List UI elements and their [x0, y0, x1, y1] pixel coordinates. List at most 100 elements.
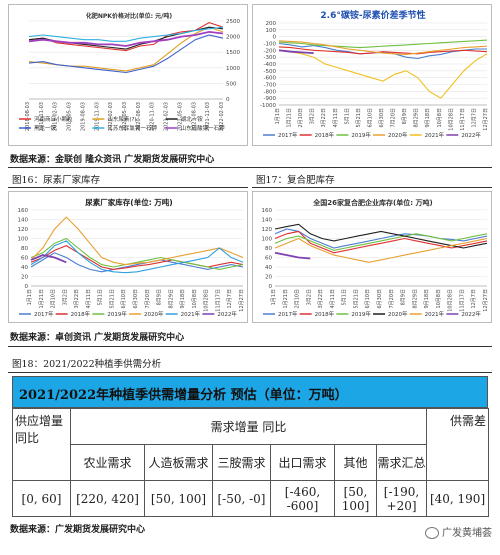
gap-header: 供需差 [426, 408, 490, 481]
legend-label: 2021年 [425, 131, 445, 139]
supply-value: [0, 60] [12, 480, 71, 517]
legend-label: 2020年 [388, 131, 408, 139]
x-tick-label: 12月7日 [471, 108, 477, 128]
x-tick-label: 8月9日 [157, 289, 163, 305]
chart-title: 化肥NPK价格对比(单位: 元/吨) [86, 12, 172, 20]
x-tick-label: 2021-08-03 [191, 102, 197, 131]
y-tick-label: 140 [18, 218, 29, 224]
series-line [278, 40, 488, 55]
x-tick-label: 2020-05-03 [122, 102, 128, 131]
y-tick-label: 2000 [226, 35, 240, 41]
demand-value-total: [-190, +20] [375, 480, 428, 517]
legend-label: 2022年 [461, 131, 481, 139]
legend-label: 2022年 [217, 310, 237, 318]
x-tick-label: 10月28日 [204, 289, 210, 312]
x-tick-label: 6月30日 [377, 289, 383, 309]
y-tick-label: -1000 [260, 103, 276, 109]
legend-label: 2019年 [351, 131, 371, 139]
x-tick-label: 9月18日 [180, 289, 186, 309]
series-line [28, 30, 224, 47]
x-tick-label: 8月29日 [412, 289, 418, 309]
x-tick-label: 2019-11-03 [94, 102, 100, 131]
y-tick-label: 60 [21, 256, 28, 262]
x-tick-label: 5月21日 [109, 289, 115, 309]
chart-title: 2.6°碳铵-尿素价差季节性 [320, 9, 425, 21]
y-tick-label: -400 [264, 62, 277, 68]
x-tick-label: 3月22日 [318, 289, 324, 309]
y-tick-label: 140 [262, 218, 273, 224]
y-tick-label: 0 [273, 35, 277, 41]
y-tick-label: -800 [264, 89, 277, 95]
legend-label: 2018年 [315, 131, 335, 139]
x-tick-label: 8月29日 [414, 108, 420, 128]
series-line [278, 46, 488, 55]
x-tick-label: 5月1日 [344, 108, 350, 124]
x-tick-label: 11月17日 [215, 289, 221, 312]
x-tick-label: 4月11日 [333, 108, 339, 128]
y-tick-label: -100 [264, 42, 277, 48]
series-line [274, 233, 488, 251]
figure-18-underline [8, 372, 492, 373]
x-tick-label: 10月8日 [437, 108, 443, 128]
x-tick-label: 3月2日 [306, 289, 312, 305]
chart-urea-inventory: 尿素厂家库存(单位: 万吨) 160 140 120 100 80 60 40 20 0 1月1日 1… [8, 191, 248, 323]
demand-col-board: 人造板需求 [144, 444, 213, 481]
watermark-text: 广发黄埔荟 [442, 528, 492, 539]
series-line [30, 240, 244, 274]
separator [8, 346, 492, 347]
x-tick-label: 1月21日 [287, 108, 293, 128]
demand-value-melamine: [-50, -0] [212, 480, 271, 517]
x-tick-label: 7月20日 [145, 289, 151, 309]
x-tick-label: 1月21日 [39, 289, 45, 309]
y-tick-label: -700 [264, 83, 277, 89]
x-tick-label: 2019-08-03 [80, 102, 86, 131]
y-tick-label: 0 [25, 284, 29, 290]
y-tick-label: -200 [264, 48, 277, 54]
figure-18-title: 图18：2021/2022种植季供需分析 [12, 359, 162, 370]
demand-col-export: 出口需求 [270, 444, 335, 481]
x-tick-label: 12月27日 [483, 289, 489, 312]
series-line [30, 254, 67, 264]
series-line [28, 26, 224, 42]
x-tick-label: 5月1日 [98, 289, 104, 305]
x-tick-label: 3月2日 [62, 289, 68, 305]
y-tick-label: 100 [262, 237, 273, 243]
demand-value-other: [50, 100] [334, 480, 377, 517]
x-tick-label: 6月10日 [121, 289, 127, 309]
series-line [30, 216, 244, 266]
demand-header: 需求增量 同比 [69, 408, 428, 445]
y-tick-label: 100 [18, 237, 29, 243]
series-line [28, 34, 224, 74]
x-tick-label: 4月11日 [86, 289, 92, 309]
x-tick-label: 8月29日 [168, 289, 174, 309]
chart-title: 全国26家复合肥企业库存(单位: 万吨) [312, 198, 432, 207]
x-tick-label: 12月7日 [227, 289, 233, 309]
chart-title: 尿素厂家库存(单位: 万吨) [85, 197, 172, 207]
x-tick-label: 2020-02-03 [108, 102, 114, 131]
figure-17-underline [252, 187, 492, 188]
x-tick-label: 2019-02-03 [53, 102, 59, 131]
series-line [274, 251, 311, 260]
legend-label: 2021年 [425, 310, 445, 318]
x-tick-label: 6月10日 [367, 108, 373, 128]
y-tick-label: 0 [226, 97, 230, 103]
legend-label: 2018年 [315, 310, 335, 318]
legend-label: 2020年 [388, 310, 408, 318]
chart-compound-inventory: 全国26家复合肥企业库存(单位: 万吨) 160 140 120 100 80 60 40 20… [252, 191, 492, 323]
y-tick-label: -500 [264, 69, 277, 75]
y-tick-label: 120 [18, 227, 29, 233]
x-tick-label: 10月28日 [448, 108, 454, 131]
y-tick-label: 40 [21, 265, 28, 271]
x-tick-label: 5月21日 [356, 108, 362, 128]
x-tick-label: 1月21日 [283, 289, 289, 309]
y-tick-label: 80 [265, 246, 272, 252]
y-tick-label: 0 [269, 284, 273, 290]
y-tick-label: 20 [265, 275, 272, 281]
x-tick-label: 2月10日 [295, 289, 301, 309]
series-line [274, 228, 488, 249]
x-tick-label: 5月21日 [353, 289, 359, 309]
demand-value-agri: [220, 420] [70, 480, 145, 517]
watermark: 广发黄埔荟 [425, 524, 492, 539]
y-tick-label: 120 [262, 227, 273, 233]
x-tick-label: 2018-08-03 [25, 102, 31, 131]
